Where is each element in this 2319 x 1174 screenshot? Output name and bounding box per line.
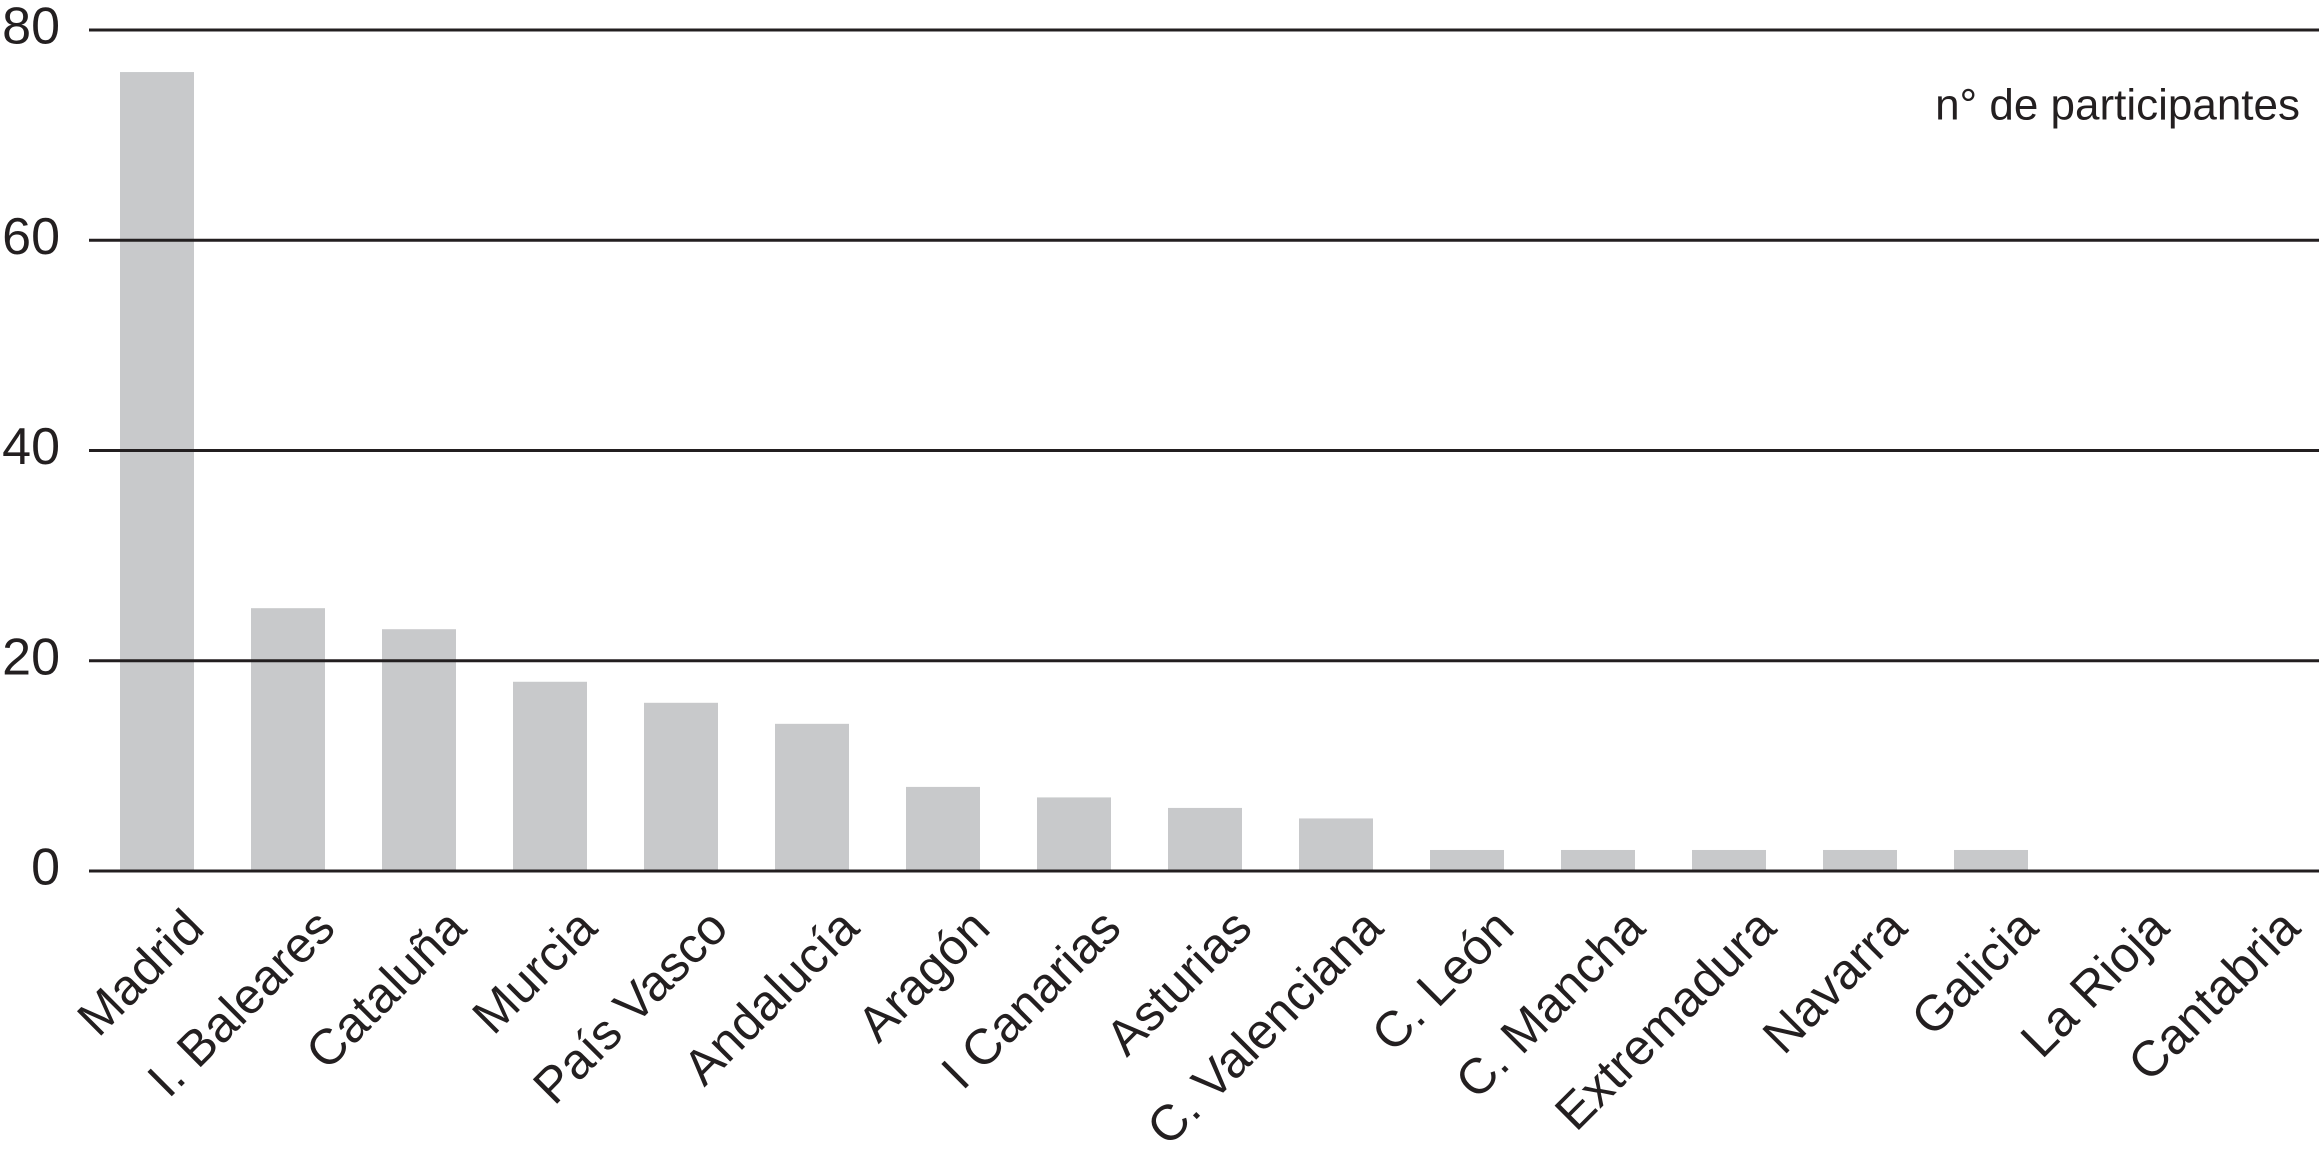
bar	[120, 72, 194, 872]
y-tick-label: 0	[31, 839, 60, 897]
y-tick-label: 60	[2, 208, 60, 266]
bar	[1299, 818, 1373, 871]
bar	[251, 608, 325, 871]
y-tick-label: 80	[2, 0, 60, 56]
bar	[1037, 797, 1111, 871]
y-tick-label: 20	[2, 628, 60, 686]
bar	[1954, 849, 2028, 871]
y-tick-label: 40	[2, 418, 60, 476]
bar	[513, 681, 587, 871]
bar	[1168, 807, 1242, 871]
bar	[382, 629, 456, 871]
bar	[644, 702, 718, 871]
annotation: n° de participantes	[1935, 81, 2300, 130]
bar	[1561, 849, 1635, 871]
bar	[1823, 849, 1897, 871]
x-tick-label: Navarra	[1752, 899, 1917, 1064]
bar	[775, 723, 849, 871]
bar	[1692, 849, 1766, 871]
bar	[906, 786, 980, 871]
bar	[1430, 849, 1504, 871]
x-tick-label: C. Valenciana	[1136, 899, 1393, 1156]
